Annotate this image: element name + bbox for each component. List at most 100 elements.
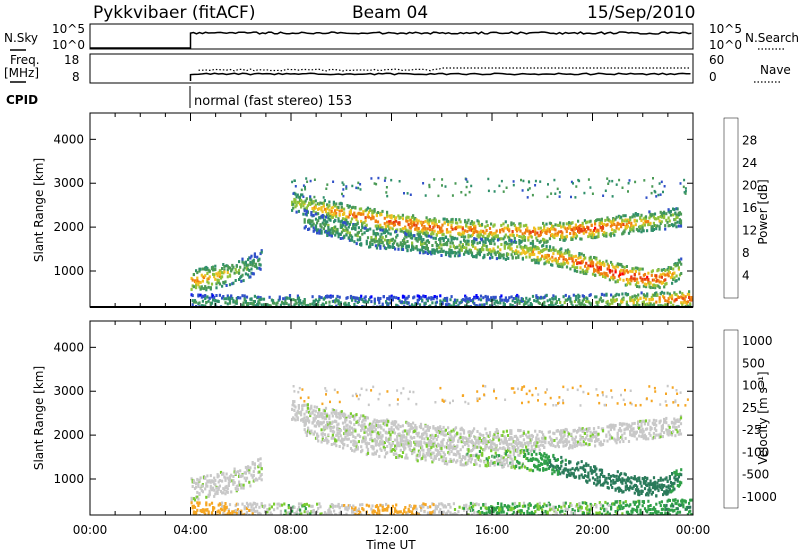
- data-cell: [418, 303, 422, 307]
- data-cell: [543, 300, 546, 304]
- data-cell: [542, 221, 545, 225]
- station-title: Pykkvibaer (fitACF): [93, 3, 255, 23]
- data-cell: [544, 229, 547, 233]
- data-cell: [215, 286, 218, 290]
- data-cell: [418, 251, 422, 255]
- data-cell: [539, 233, 542, 237]
- data-cell: [435, 444, 438, 448]
- data-cell: [617, 274, 621, 278]
- data-cell: [513, 300, 517, 304]
- data-cell: [503, 303, 506, 307]
- data-cell: [409, 193, 412, 196]
- data-cell: [587, 266, 590, 270]
- data-cell: [597, 432, 600, 436]
- data-cell: [424, 250, 427, 254]
- data-cell: [504, 296, 507, 300]
- data-cell: [668, 219, 671, 223]
- data-cell: [365, 416, 368, 420]
- data-cell: [472, 447, 475, 451]
- data-cell: [451, 310, 453, 313]
- data-cell: [505, 299, 509, 303]
- data-cell: [689, 302, 692, 306]
- data-cell: [667, 208, 670, 212]
- data-cell: [340, 440, 344, 444]
- data-cell: [625, 283, 628, 287]
- data-cell: [451, 217, 454, 221]
- data-cell: [675, 427, 678, 431]
- data-cell: [581, 224, 584, 228]
- data-cell: [506, 235, 510, 239]
- data-cell: [441, 441, 444, 445]
- data-cell: [459, 435, 462, 439]
- data-cell: [221, 284, 224, 288]
- data-cell: [681, 292, 684, 296]
- data-cell: [378, 240, 381, 244]
- data-cell: [579, 270, 582, 274]
- data-cell: [411, 241, 414, 245]
- data-cell: [615, 215, 618, 219]
- data-cell: [549, 443, 553, 447]
- data-cell: [328, 200, 331, 204]
- data-cell: [534, 184, 537, 187]
- data-cell: [380, 449, 383, 452]
- data-cell: [583, 432, 586, 435]
- data-cell: [431, 221, 434, 225]
- data-cell: [624, 218, 627, 222]
- data-cell: [525, 445, 528, 449]
- data-cell: [566, 434, 570, 438]
- data-cell: [676, 418, 679, 422]
- data-cell: [457, 254, 460, 258]
- data-cell: [545, 222, 548, 226]
- data-cell: [500, 438, 503, 442]
- data-cell: [488, 438, 492, 442]
- data-cell: [471, 309, 473, 312]
- data-cell: [191, 278, 194, 282]
- data-cell: [321, 432, 324, 436]
- data-cell: [252, 261, 255, 265]
- data-cell: [452, 436, 455, 440]
- data-cell: [587, 300, 590, 304]
- data-cell: [562, 428, 565, 432]
- data-cell: [359, 188, 362, 191]
- data-cell: [647, 271, 650, 275]
- data-cell: [474, 224, 477, 228]
- data-cell: [433, 251, 436, 255]
- data-cell: [468, 190, 471, 194]
- data-cell: [458, 225, 461, 229]
- data-cell: [461, 227, 464, 231]
- data-cell: [496, 434, 499, 438]
- data-cell: [668, 210, 671, 214]
- data-cell: [464, 443, 467, 447]
- data-cell: [554, 302, 557, 306]
- data-cell: [529, 441, 532, 445]
- data-cell: [613, 223, 616, 226]
- data-cell: [551, 227, 554, 231]
- data-cell: [326, 426, 329, 430]
- data-cell: [522, 224, 525, 228]
- data-cell: [510, 432, 513, 436]
- data-cell: [442, 451, 445, 455]
- data-cell: [369, 227, 372, 231]
- data-cell: [653, 217, 657, 221]
- data-cell: [494, 231, 497, 235]
- data-cell: [519, 240, 522, 244]
- data-cell: [622, 278, 625, 282]
- data-cell: [354, 206, 357, 209]
- data-cell: [199, 267, 202, 271]
- data-cell: [664, 299, 667, 303]
- data-cell: [557, 224, 560, 227]
- data-cell: [405, 246, 408, 250]
- data-cell: [574, 258, 578, 262]
- data-cell: [473, 226, 476, 230]
- data-cell: [467, 440, 470, 444]
- data-cell: [643, 218, 646, 222]
- data-cell: [421, 239, 424, 243]
- data-cell: [551, 438, 554, 442]
- data-cell: [354, 233, 357, 237]
- data-cell: [570, 300, 573, 304]
- data-cell: [428, 434, 432, 438]
- data-cell: [521, 433, 524, 437]
- data-cell: [326, 203, 329, 207]
- data-cell: [399, 215, 402, 219]
- data-cell: [513, 236, 516, 240]
